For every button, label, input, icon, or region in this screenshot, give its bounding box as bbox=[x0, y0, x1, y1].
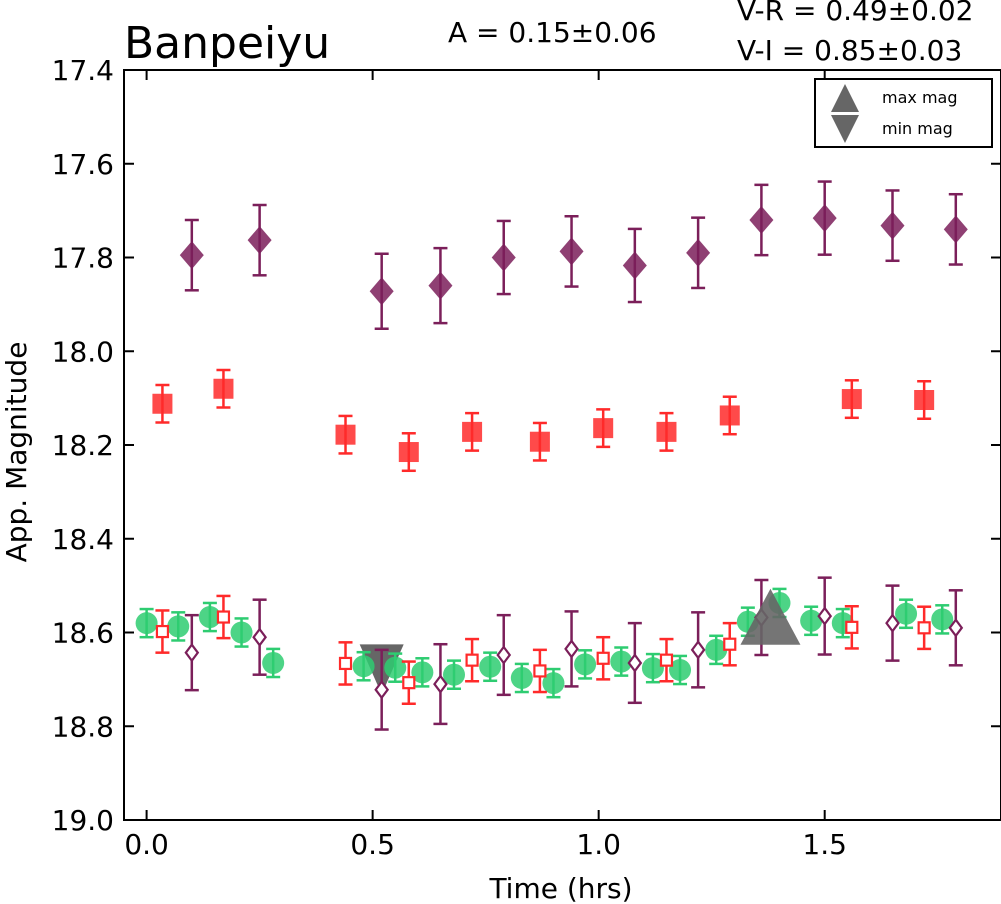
series-1-point-9 bbox=[841, 389, 862, 410]
x-axis-label: Time (hrs) bbox=[488, 872, 632, 904]
series-0-point-1 bbox=[247, 226, 272, 255]
series-2-point-13 bbox=[610, 650, 633, 673]
series-1-point-2 bbox=[335, 424, 356, 445]
legend-max-mag-label: max mag bbox=[882, 88, 958, 107]
chart-title: Banpeiyu bbox=[124, 18, 330, 69]
series-2-point-11 bbox=[542, 672, 565, 695]
x-tick-label-1: 0.5 bbox=[350, 828, 395, 861]
series-2-point-10 bbox=[510, 666, 533, 689]
y-axis-label: App. Magnitude bbox=[0, 342, 33, 563]
series-1-point-8 bbox=[719, 405, 740, 426]
y-tick-label-1: 17.6 bbox=[52, 148, 114, 181]
series-2-point-8 bbox=[443, 663, 466, 686]
y-tick-label-8: 19.0 bbox=[52, 804, 114, 837]
series-4-point-10 bbox=[885, 613, 900, 633]
max-mag-marker bbox=[740, 588, 801, 645]
series-1-point-4 bbox=[462, 421, 483, 442]
series-1-point-10 bbox=[914, 390, 935, 410]
series-0-point-10 bbox=[880, 211, 905, 240]
series-0-point-9 bbox=[812, 204, 837, 233]
series-3-point-6 bbox=[596, 651, 610, 665]
series-0-point-2 bbox=[369, 277, 394, 306]
series-3-point-5 bbox=[533, 664, 547, 678]
series-3-point-4 bbox=[465, 653, 479, 667]
amplitude-label: A = 0.15±0.06 bbox=[448, 16, 657, 49]
y-tick-label-4: 18.2 bbox=[52, 429, 114, 462]
series-2-point-22 bbox=[931, 608, 954, 631]
series-3-point-1 bbox=[216, 610, 231, 624]
x-tick-label-0: 0.0 bbox=[124, 828, 169, 861]
series-2-point-2 bbox=[198, 606, 221, 629]
series-2-point-16 bbox=[705, 638, 728, 661]
series-0-point-6 bbox=[622, 251, 647, 280]
series-2-point-15 bbox=[669, 659, 692, 681]
series-2-point-9 bbox=[479, 655, 502, 678]
axes: 17.4 17.6 17.8 18.0 18.2 18.4 18.6 18.8 19.0 0.0 0… bbox=[52, 54, 1001, 861]
series-3-point-8 bbox=[723, 637, 737, 651]
series-2-point-6 bbox=[384, 656, 407, 679]
y-tick-label-6: 18.6 bbox=[52, 617, 114, 650]
series-2-point-4 bbox=[262, 651, 285, 674]
series-2-point-5 bbox=[352, 655, 375, 678]
series-4-point-11 bbox=[948, 617, 964, 638]
series-1-point-7 bbox=[656, 421, 677, 442]
series-1-point-0 bbox=[152, 393, 173, 414]
series-0-point-5 bbox=[559, 237, 584, 266]
series-4-point-9 bbox=[817, 606, 833, 626]
series-4-point-2 bbox=[374, 679, 390, 700]
series-2-point-1 bbox=[167, 615, 190, 638]
series-3-point-10 bbox=[917, 621, 931, 635]
series-4-point-1 bbox=[252, 627, 267, 648]
y-tick-label-2: 17.8 bbox=[52, 242, 114, 275]
y-tick-label-7: 18.8 bbox=[52, 710, 114, 743]
series-2-point-14 bbox=[641, 657, 664, 680]
y-tick-label-3: 18.0 bbox=[52, 335, 114, 368]
series-0-point-11 bbox=[943, 215, 968, 244]
series-3-point-2 bbox=[338, 656, 353, 671]
series-3-point-7 bbox=[659, 653, 674, 667]
series-4-point-7 bbox=[690, 640, 706, 660]
series-3-point-9 bbox=[845, 620, 859, 634]
plot-marks bbox=[135, 180, 968, 731]
series-1-point-6 bbox=[593, 418, 614, 439]
plot-frame bbox=[123, 69, 1001, 821]
series-0-point-3 bbox=[428, 271, 453, 300]
series-0-point-0 bbox=[179, 241, 204, 270]
color-index-vi: V-I = 0.85±0.03 bbox=[737, 34, 962, 67]
series-2-point-21 bbox=[895, 602, 918, 625]
series-2-point-3 bbox=[230, 621, 253, 644]
series-4-point-6 bbox=[627, 653, 643, 673]
series-0-point-4 bbox=[491, 243, 516, 272]
series-0-point-7 bbox=[686, 238, 711, 267]
legend: max mag min mag bbox=[814, 78, 993, 148]
series-3-point-0 bbox=[155, 624, 170, 639]
legend-max-mag-icon bbox=[831, 84, 859, 112]
series-4-point-0 bbox=[184, 642, 200, 663]
color-index-vr: V-R = 0.49±0.02 bbox=[737, 0, 973, 27]
series-4-point-3 bbox=[433, 674, 448, 694]
series-2-point-0 bbox=[135, 612, 158, 635]
series-4-point-5 bbox=[564, 639, 579, 659]
series-1-point-1 bbox=[213, 378, 234, 399]
series-1-point-3 bbox=[398, 442, 419, 463]
series-2-point-19 bbox=[800, 609, 823, 632]
series-2-point-7 bbox=[411, 661, 434, 684]
series-3-point-3 bbox=[402, 676, 416, 690]
series-2-point-12 bbox=[574, 653, 597, 676]
series-0-point-8 bbox=[749, 206, 774, 234]
legend-min-mag-label: min mag bbox=[882, 119, 953, 138]
series-4-point-4 bbox=[496, 645, 512, 665]
legend-min-mag-icon bbox=[831, 115, 859, 143]
y-tick-label-0: 17.4 bbox=[52, 54, 114, 87]
x-tick-label-3: 1.5 bbox=[802, 828, 847, 861]
series-1-point-5 bbox=[529, 431, 550, 452]
y-tick-label-5: 18.4 bbox=[52, 523, 114, 556]
x-tick-label-2: 1.0 bbox=[576, 828, 621, 861]
